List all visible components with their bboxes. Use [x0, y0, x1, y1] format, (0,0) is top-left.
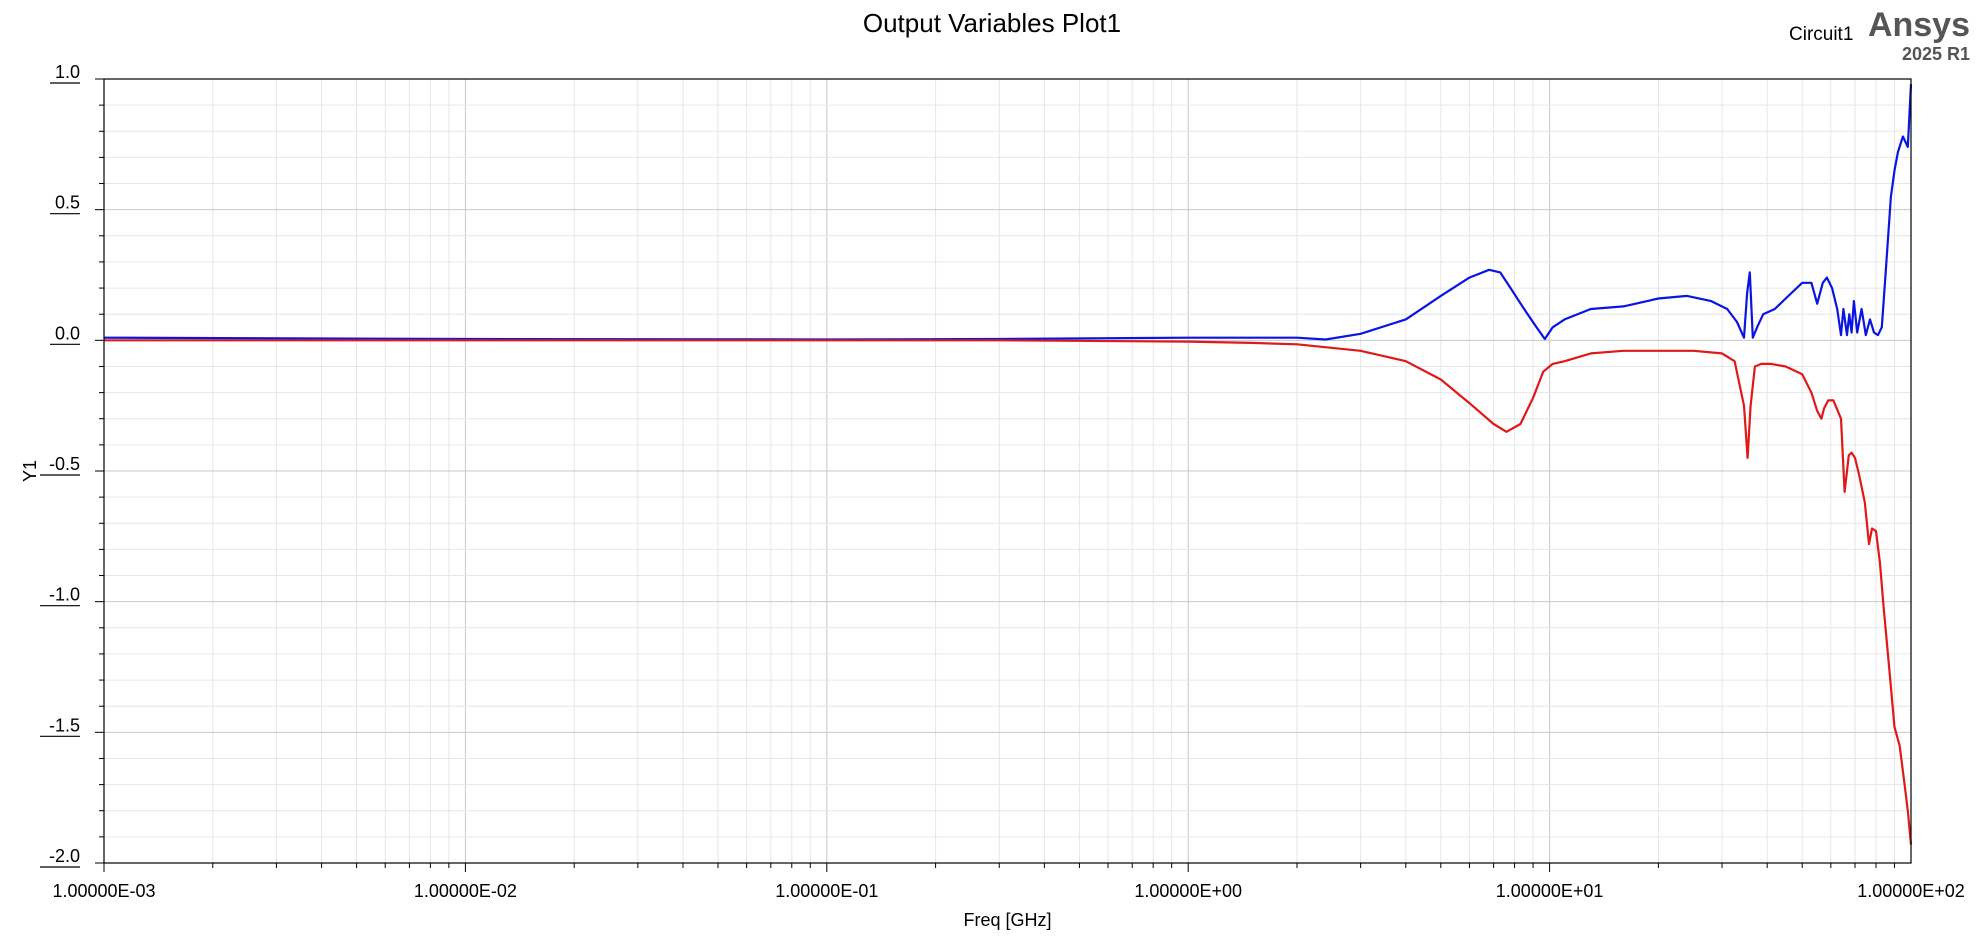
brand-name: Ansys [1867, 6, 1970, 44]
x-tick-label: 1.00000E+02 [1857, 881, 1965, 901]
x-tick-label: 1.00000E-01 [775, 881, 878, 901]
y-axis-label: Y1 [20, 460, 40, 482]
y-tick-label: -1.0 [49, 585, 80, 605]
y-tick-label: -1.5 [49, 715, 80, 735]
y-tick-label: 0.0 [55, 323, 80, 343]
plot-lines [103, 84, 1913, 845]
brand-version: 2025 R1 [1901, 44, 1970, 64]
x-tick-label: 1.00000E-02 [414, 881, 517, 901]
y-tick-label: 1.0 [55, 62, 80, 82]
series-line-2 [104, 339, 1913, 845]
y-tick-label: -0.5 [49, 454, 80, 474]
x-tick-label: 1.00000E+00 [1134, 881, 1242, 901]
y-tick-label: 0.5 [55, 193, 80, 213]
grid [103, 78, 1911, 864]
axis-ticks [95, 78, 1895, 872]
brand-logo: Ansys 2025 R1 [1868, 8, 1970, 63]
x-axis-label: Freq [GHz] [963, 910, 1051, 930]
x-tick-label: 1.00000E+01 [1496, 881, 1604, 901]
plot-frame [103, 78, 1912, 864]
tick-labels: 1.00000E-03 1.00000E-02 1.00000E-01 1.00000… [40, 62, 1965, 901]
x-tick-label: 1.00000E-03 [52, 881, 155, 901]
plot-title: Output Variables Plot1 [862, 8, 1122, 38]
y-tick-label: -2.0 [49, 846, 80, 866]
series-line-1 [103, 84, 1913, 341]
design-name: Circuit1 [1789, 24, 1854, 45]
